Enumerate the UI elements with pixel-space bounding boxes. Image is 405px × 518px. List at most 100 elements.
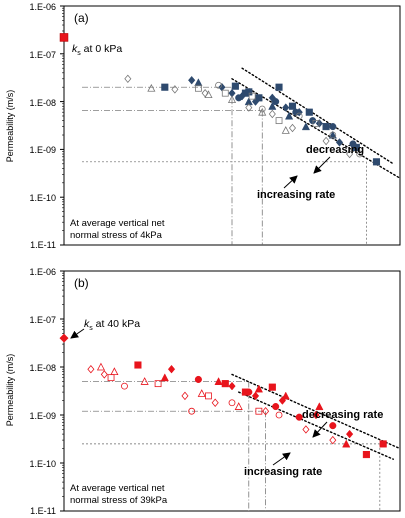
annotation-decreasing-b: decreasing rate [302, 409, 383, 421]
trend-line [238, 391, 394, 460]
chart-panel-a: (a) Permeability (m/s) 1.E-06 1.E-07 1.E… [5, 2, 401, 250]
y-tick-labels-b: 1.E-06 1.E-07 1.E-08 1.E-09 1.E-10 1.E-1… [29, 267, 56, 516]
y-axis-label-a: Permeability (m/s) [5, 90, 15, 163]
ks-marker-a [59, 33, 69, 42]
data-point-triangle [194, 78, 203, 87]
data-point-diamond [87, 364, 95, 374]
ks-marker-b [59, 333, 69, 343]
data-points-a [124, 74, 381, 166]
arrow-decreasing-b [312, 421, 328, 438]
annotation-increasing-b: increasing rate [244, 466, 322, 478]
data-point-diamond [228, 381, 236, 391]
data-point-diamond [268, 109, 276, 119]
y-tick-label: 1.E-09 [29, 411, 56, 421]
data-point-square [231, 82, 239, 90]
data-point-diamond [282, 103, 290, 112]
stress-note-b-line2: normal stress of 39kPa [70, 495, 168, 506]
panel-label-a: (a) [74, 11, 89, 25]
arrow-increasing-a [283, 175, 298, 189]
trend-line [241, 67, 394, 165]
data-point-triangle [342, 439, 351, 448]
data-point-triangle [227, 95, 237, 104]
data-point-triangle [96, 362, 106, 371]
data-point-square [194, 84, 202, 92]
y-tick-label: 1.E-11 [30, 240, 56, 250]
data-point-diamond [251, 97, 260, 106]
data-point-triangle [285, 111, 294, 120]
data-point-triangle [160, 373, 169, 382]
data-point-diamond [302, 425, 310, 434]
plot-area-b [63, 270, 401, 512]
y-tick-label: 1.E-10 [29, 459, 56, 469]
data-point-diamond [288, 123, 297, 133]
guide-lines-a [82, 86, 367, 245]
data-point-square [107, 374, 115, 382]
y-ticks-b [60, 270, 64, 512]
y-tick-labels-a: 1.E-06 1.E-07 1.E-08 1.E-09 1.E-10 1.E-1… [29, 2, 56, 250]
data-point-square [268, 383, 276, 391]
data-point-square [312, 119, 320, 127]
y-tick-label: 1.E-07 [29, 315, 56, 325]
data-point-triangle [254, 384, 263, 393]
data-point-circle [272, 98, 280, 106]
data-points-b [87, 361, 387, 459]
data-point-square [275, 117, 283, 125]
data-point-square [362, 450, 370, 459]
data-point-diamond [188, 75, 196, 85]
data-point-triangle [204, 90, 213, 99]
y-axis-label-b: Permeability (m/s) [5, 354, 15, 427]
stress-note-b-line1: At average vertical net [70, 483, 165, 494]
data-point-diamond [312, 410, 320, 420]
data-point-diamond [251, 391, 260, 401]
y-tick-label: 1.E-08 [29, 98, 56, 108]
stress-note-a-line2: normal stress of 4kPa [70, 230, 163, 241]
data-point-square [322, 123, 330, 131]
data-point-diamond [245, 103, 253, 112]
arrow-decreasing-a [313, 156, 331, 174]
data-point-square [134, 361, 142, 369]
data-point-circle [356, 150, 364, 158]
data-point-square [305, 108, 313, 116]
data-point-triangle [281, 391, 290, 400]
chart-panel-b: (b) Permeability (m/s) 1.E-06 1.E-07 1.E… [5, 267, 401, 516]
data-point-diamond [335, 138, 344, 147]
data-point-circle [272, 402, 280, 411]
y-tick-label: 1.E-08 [29, 363, 56, 373]
data-point-circle [258, 105, 266, 113]
annotation-increasing-a: increasing rate [257, 189, 335, 201]
data-point-triangle [268, 101, 277, 110]
data-point-diamond [322, 136, 330, 146]
data-point-circle [215, 81, 222, 89]
data-point-diamond [346, 149, 354, 159]
data-point-diamond [345, 429, 354, 439]
data-point-triangle [214, 377, 223, 385]
data-point-square [255, 407, 263, 415]
data-point-square [275, 83, 283, 91]
data-point-circle [295, 112, 303, 120]
data-point-circle [275, 411, 283, 419]
data-point-square [288, 102, 297, 110]
data-point-triangle [315, 402, 324, 411]
data-point-circle [329, 131, 337, 139]
data-point-diamond [167, 364, 176, 374]
data-point-diamond [171, 85, 179, 94]
data-point-diamond [181, 391, 189, 401]
arrow-increasing-b [272, 452, 291, 466]
data-point-square [154, 380, 162, 388]
data-point-square [221, 89, 229, 97]
data-point-triangle [244, 97, 253, 106]
data-point-square [248, 92, 256, 100]
y-tick-label: 1.E-06 [29, 267, 56, 277]
data-point-triangle [234, 402, 243, 410]
data-point-triangle [301, 122, 311, 131]
data-point-triangle [197, 389, 206, 397]
annotation-decreasing-a: decreasing [306, 144, 364, 156]
data-point-triangle [281, 126, 290, 134]
guide-lines-b [82, 381, 381, 511]
data-point-diamond [262, 406, 270, 416]
ks-label-b: ks at 40 kPa [84, 318, 140, 332]
data-point-diamond [124, 74, 132, 84]
data-point-circle [295, 413, 303, 421]
y-ticks-a [60, 5, 64, 246]
y-tick-label: 1.E-10 [29, 193, 56, 203]
